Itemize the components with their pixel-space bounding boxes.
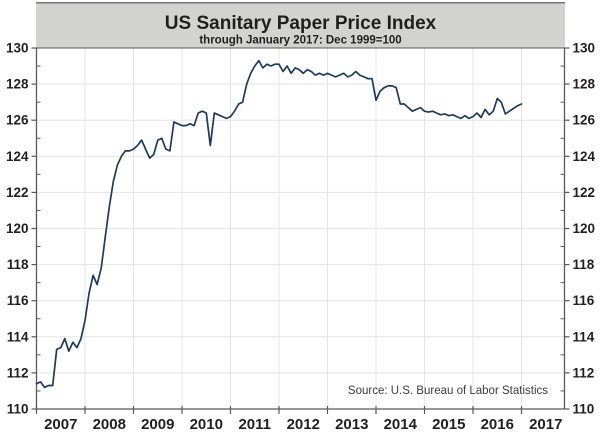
gridlines bbox=[36, 48, 565, 409]
y-axis-label-left: 126 bbox=[6, 113, 29, 128]
chart-title: US Sanitary Paper Price Index bbox=[165, 13, 437, 34]
y-axis-label-right: 114 bbox=[573, 329, 595, 344]
y-axis-label-left: 130 bbox=[6, 41, 29, 56]
y-axis-label-left: 110 bbox=[7, 402, 29, 417]
tick-labels: 110 110 112 112 114 114 116 116 118 118 120 120 122 1… bbox=[6, 41, 596, 434]
y-axis-label-right: 126 bbox=[573, 113, 596, 128]
y-axis-label-right: 122 bbox=[573, 185, 596, 200]
x-axis-label: 2016 bbox=[481, 416, 514, 433]
x-axis-label: 2011 bbox=[238, 416, 271, 433]
x-axis-label: 2009 bbox=[141, 416, 174, 433]
x-axis-label: 2017 bbox=[529, 416, 562, 433]
y-axis-label-right: 118 bbox=[573, 257, 595, 272]
x-axis-label: 2010 bbox=[190, 416, 223, 433]
y-axis-label-left: 116 bbox=[7, 293, 29, 308]
x-axis-label: 2008 bbox=[93, 416, 126, 433]
x-axis-label: 2015 bbox=[432, 416, 465, 433]
y-axis-label-right: 116 bbox=[573, 293, 595, 308]
x-axis-label: 2007 bbox=[44, 416, 77, 433]
y-axis-label-left: 114 bbox=[7, 329, 29, 344]
y-axis-label-left: 122 bbox=[6, 185, 29, 200]
y-axis-label-right: 130 bbox=[573, 41, 596, 56]
chart-subtitle: through January 2017: Dec 1999=100 bbox=[199, 35, 401, 47]
y-axis-label-right: 112 bbox=[573, 365, 595, 380]
y-axis-label-left: 128 bbox=[6, 77, 29, 92]
x-axis-label: 2012 bbox=[287, 416, 320, 433]
y-axis-label-right: 128 bbox=[573, 77, 596, 92]
y-axis-label-left: 124 bbox=[6, 149, 29, 164]
x-axis-label: 2013 bbox=[335, 416, 368, 433]
price-line bbox=[35, 59, 523, 389]
y-axis-label-right: 110 bbox=[573, 402, 595, 417]
y-axis-label-right: 120 bbox=[573, 221, 596, 236]
source-note: Source: U.S. Bureau of Labor Statistics bbox=[348, 385, 548, 397]
x-axis-label: 2014 bbox=[384, 416, 418, 433]
y-axis-label-left: 112 bbox=[7, 365, 29, 380]
y-axis-label-left: 120 bbox=[6, 221, 29, 236]
y-axis-label-right: 124 bbox=[573, 149, 596, 164]
y-axis-label-left: 118 bbox=[7, 257, 29, 272]
header-background bbox=[36, 2, 565, 48]
